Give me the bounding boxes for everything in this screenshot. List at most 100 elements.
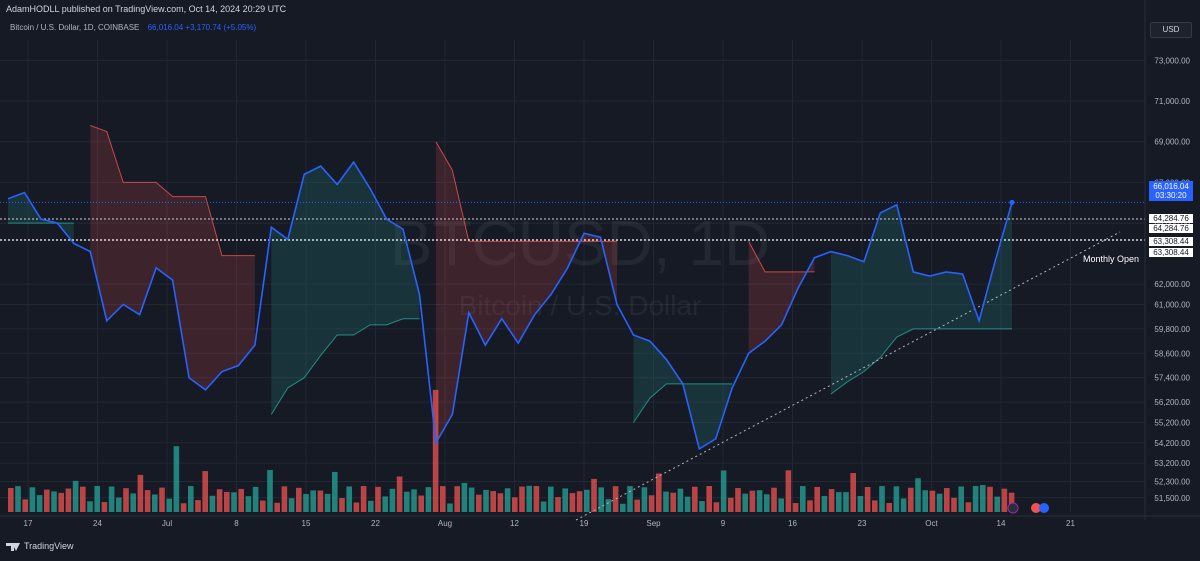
volume-bar — [15, 486, 21, 512]
time-tick-label: 22 — [371, 519, 380, 528]
volume-bar — [994, 496, 1000, 512]
volume-bar — [792, 503, 799, 512]
volume-bar — [620, 503, 626, 512]
volume-bar — [65, 488, 72, 512]
volume-bar — [598, 487, 604, 512]
price-tick-label: 56,200.00 — [1154, 398, 1190, 407]
volume-bar — [339, 498, 345, 512]
volume-bar — [893, 486, 900, 512]
volume-bar — [346, 486, 352, 512]
price-tick-label: 69,000.00 — [1154, 138, 1190, 147]
volume-bar — [1008, 492, 1015, 512]
volume-bar — [699, 501, 705, 512]
level-a-box-1: 64,284.76 — [1149, 214, 1193, 223]
price-tick-label: 58,600.00 — [1154, 349, 1190, 358]
current-price-box: 66,016.04 03:30:20 — [1149, 181, 1193, 201]
volume-bar — [684, 496, 691, 512]
volume-bar — [202, 471, 208, 512]
footer-brand: TradingView — [6, 538, 74, 554]
flag-eu-icon — [1039, 503, 1049, 513]
volume-bar — [425, 487, 432, 512]
currency-button[interactable]: USD — [1150, 22, 1192, 38]
volume-bar — [303, 494, 309, 512]
volume-bar — [476, 494, 482, 512]
watermark-name: Bitcoin / U.S. Dollar — [459, 290, 702, 321]
volume-bar — [22, 499, 28, 512]
monthly-open-label: Monthly Open — [1083, 254, 1140, 264]
level-b-box-2: 63,308.44 — [1149, 248, 1193, 257]
trend-step-line — [435, 141, 617, 242]
horizontal-levels — [0, 201, 1145, 241]
volume-bar — [713, 502, 720, 512]
volume-bar — [36, 495, 43, 512]
volume-bar — [843, 492, 849, 512]
volume-bar — [389, 488, 396, 512]
volume-bar — [728, 497, 734, 512]
trend-fills — [8, 124, 1012, 449]
volume-bar — [483, 489, 489, 512]
volume-bar — [216, 489, 223, 512]
volume-bar — [584, 489, 590, 512]
volume-bar — [101, 502, 108, 512]
price-tick-label: 55,200.00 — [1154, 418, 1190, 427]
volume-bar — [296, 487, 302, 512]
volume-bar — [749, 490, 756, 512]
flag-us-icon — [1031, 503, 1041, 513]
volume-bar — [850, 473, 856, 512]
volume-bar — [116, 497, 122, 512]
brand-name: TradingView — [24, 541, 74, 551]
volume-bar — [317, 490, 324, 512]
trend-step-line — [748, 241, 815, 273]
symbol-name: Bitcoin / U.S. Dollar, 1D, COINBASE — [10, 23, 140, 32]
level-a-box-2: 64,284.76 — [1149, 224, 1193, 233]
volume-bar — [461, 482, 468, 512]
volume-bar — [360, 486, 367, 512]
publish-header: AdamHODLL published on TradingView.com, … — [6, 4, 287, 14]
volume-bar — [72, 480, 79, 512]
volume-bar — [58, 492, 64, 512]
volume-bar — [778, 498, 784, 512]
trend-step-line — [830, 328, 1012, 395]
volume-bar — [627, 486, 633, 512]
volume-bar — [267, 470, 273, 512]
volume-bar — [274, 502, 280, 512]
volume-bar — [656, 473, 662, 512]
volume-bar — [771, 487, 777, 512]
volume-bar — [807, 500, 813, 512]
volume-bar — [368, 500, 374, 512]
volume-bar — [663, 491, 669, 512]
volume-bar — [44, 489, 50, 512]
price-tick-label: 62,000.00 — [1154, 280, 1190, 289]
volume-bar — [785, 470, 792, 512]
volume-bar — [562, 488, 568, 512]
time-tick-label: 23 — [858, 519, 867, 528]
volume-bar — [756, 490, 763, 512]
volume-bar — [742, 493, 748, 512]
volume-bar — [1001, 488, 1008, 512]
trend-fill — [90, 125, 255, 390]
price-axis: 73,000.0071,000.0069,000.0067,000.0065,0… — [1144, 0, 1191, 520]
volume-bar — [123, 488, 129, 512]
volume-bar — [418, 495, 424, 512]
volume-bar — [670, 492, 676, 512]
tradingview-logo-icon — [6, 541, 20, 551]
volume-bar — [908, 487, 914, 512]
volume-bar — [555, 497, 561, 512]
volume-bar — [922, 490, 928, 512]
volume-bar — [512, 497, 518, 512]
time-tick-label: 12 — [510, 519, 519, 528]
volume-bar — [677, 488, 684, 512]
time-axis: 17 24 Jul 8 15 22 Aug 12 19 Sep 9 16 23 Oct 14 21 — [0, 502, 1200, 528]
volume-bar — [634, 499, 640, 512]
volume-bar — [540, 501, 547, 512]
time-tick-label: 19 — [580, 519, 589, 528]
volume-bar — [497, 493, 504, 512]
volume-bar — [900, 498, 907, 512]
trend-fill — [633, 335, 733, 449]
volume-bar — [87, 501, 93, 512]
price-tick-label: 52,300.00 — [1154, 477, 1190, 486]
volume-bar — [864, 486, 871, 512]
volume-bar — [641, 487, 648, 512]
